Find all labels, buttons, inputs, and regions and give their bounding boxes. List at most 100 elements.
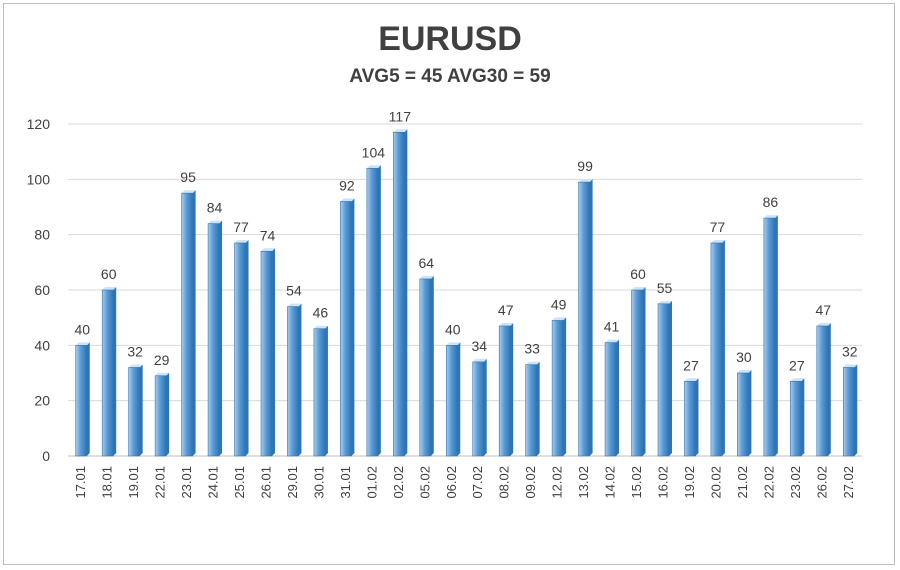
bar-front	[366, 167, 379, 457]
bar-top	[472, 358, 487, 362]
x-tick-label: 23.01	[179, 466, 194, 499]
x-tick-label: 19.02	[682, 466, 697, 499]
data-label: 46	[313, 305, 329, 321]
bar-front	[445, 345, 458, 457]
y-tick-label: 80	[34, 227, 50, 243]
bar	[525, 361, 540, 457]
x-tick-label: 02.02	[391, 466, 406, 499]
y-tick-label: 0	[42, 448, 50, 464]
bar-side	[351, 198, 355, 456]
x-tick-label: 16.02	[656, 466, 671, 499]
bar-side	[166, 372, 170, 456]
bar-front	[790, 380, 802, 457]
x-tick-label: 22.02	[761, 466, 776, 499]
x-tick-label: 20.02	[708, 466, 723, 499]
data-label: 40	[74, 321, 90, 337]
bar-front	[472, 361, 485, 457]
bar	[181, 190, 196, 457]
bar-top	[181, 190, 196, 194]
bar	[207, 220, 223, 457]
x-tick-label: 31.01	[338, 466, 353, 499]
bar-front	[154, 375, 167, 457]
bar-front	[604, 342, 617, 457]
bar-top	[684, 378, 699, 382]
x-tick-label: 18.01	[100, 466, 115, 499]
data-label: 77	[710, 219, 726, 235]
bar-side	[510, 322, 514, 456]
chart-frame	[3, 3, 895, 565]
bar	[763, 215, 778, 457]
bar-front	[710, 242, 723, 457]
bar-top	[340, 198, 355, 202]
data-label: 40	[445, 321, 461, 337]
bar	[287, 303, 302, 457]
data-label: 99	[577, 158, 593, 174]
bar-top	[313, 325, 328, 329]
bars	[75, 129, 858, 457]
y-tick-label: 120	[27, 116, 51, 132]
bar-top	[419, 275, 434, 279]
data-label: 84	[207, 200, 223, 216]
bar	[313, 325, 328, 457]
bar-front	[340, 201, 352, 457]
data-label: 54	[286, 283, 302, 299]
bar	[419, 275, 434, 457]
bar-side	[245, 239, 249, 456]
bar-side	[774, 215, 778, 456]
bar-front	[816, 325, 829, 457]
bar	[816, 322, 831, 457]
data-label: 86	[763, 194, 779, 210]
bar-side	[483, 358, 487, 456]
bar-top	[234, 239, 249, 243]
bar-front	[498, 325, 511, 457]
data-label: 34	[471, 338, 487, 354]
bar-side	[86, 342, 90, 456]
bar-front	[578, 181, 590, 457]
bar-side	[139, 364, 143, 456]
bar-side	[404, 129, 408, 457]
bar	[445, 342, 461, 457]
data-label: 32	[842, 343, 858, 359]
bar-side	[801, 378, 805, 456]
bar-top	[261, 248, 275, 252]
x-tick-label: 06.02	[444, 466, 459, 499]
bar	[657, 300, 672, 457]
x-tick-label: 24.01	[206, 466, 221, 499]
bar-top	[816, 322, 831, 326]
bar-top	[605, 339, 620, 343]
bar-top	[658, 300, 672, 304]
y-tick-label: 100	[27, 171, 51, 187]
bar-front	[551, 320, 564, 457]
bar-top	[631, 287, 646, 290]
bar-front	[842, 367, 855, 457]
x-tick-label: 22.01	[153, 466, 168, 499]
bar-side	[721, 239, 725, 456]
bar	[737, 370, 752, 457]
bar	[790, 378, 805, 457]
bar-front	[260, 250, 273, 457]
bar-side	[616, 339, 620, 456]
bar-front	[419, 278, 432, 457]
data-label: 32	[127, 343, 143, 359]
x-tick-label: 27.02	[841, 466, 856, 499]
bar-side	[192, 190, 196, 456]
bar	[393, 129, 408, 457]
bar-side	[298, 303, 302, 456]
x-axis-labels: 17.01 18.01 19.01 22.01 23.01 24.01 25.01 26.01…	[73, 466, 856, 499]
bar-side	[430, 275, 434, 456]
bar-side	[642, 287, 646, 456]
bar-side	[113, 287, 117, 456]
x-tick-label: 08.02	[497, 466, 512, 499]
data-label: 33	[524, 341, 540, 357]
bar-top	[790, 378, 805, 382]
bar-top	[499, 322, 514, 326]
bar	[101, 287, 117, 457]
x-tick-label: 30.01	[311, 466, 326, 499]
data-label: 60	[101, 266, 117, 282]
bar	[366, 165, 381, 457]
bar-front	[75, 345, 88, 457]
bar	[684, 378, 699, 457]
data-label: 60	[630, 266, 646, 282]
bar	[260, 248, 275, 457]
